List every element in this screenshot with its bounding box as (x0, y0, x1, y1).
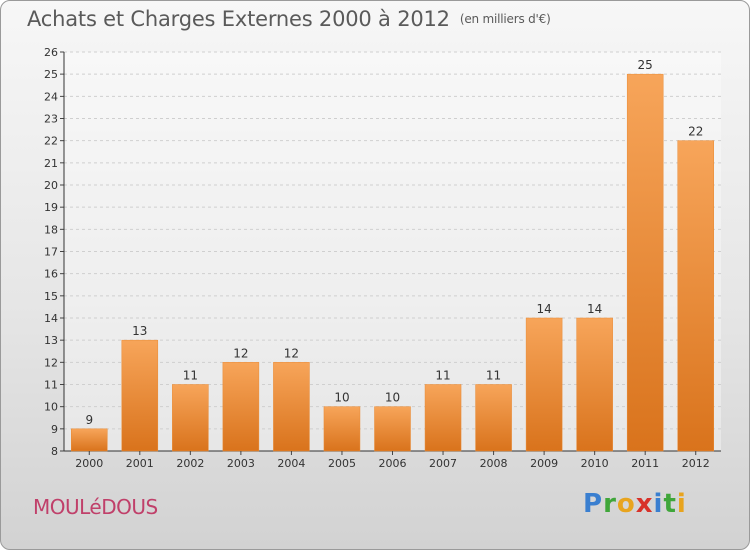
bar (121, 339, 159, 452)
y-tick-label: 25 (44, 68, 58, 81)
bar-value-label: 11 (183, 369, 198, 383)
x-tick-label: 2003 (227, 457, 255, 470)
x-tick-label: 2009 (530, 457, 558, 470)
bar-value-label: 11 (486, 369, 501, 383)
logo-letter: t (663, 489, 677, 519)
bar-value-label: 14 (536, 302, 551, 316)
chart-unit: (en milliers d'€) (459, 12, 551, 26)
bar (172, 384, 209, 452)
y-tick-label: 15 (44, 290, 58, 303)
y-tick-label: 18 (44, 223, 58, 236)
bar-value-label: 25 (638, 58, 653, 72)
bar (424, 384, 462, 452)
x-tick-label: 2001 (126, 457, 154, 470)
y-tick-label: 17 (44, 246, 58, 259)
y-tick-label: 11 (44, 379, 58, 392)
x-tick-label: 2011 (631, 457, 659, 470)
bar (222, 362, 260, 452)
x-tick-label: 2005 (328, 457, 356, 470)
bar (374, 406, 411, 452)
logo-letter: o (616, 489, 636, 519)
x-tick-label: 2010 (581, 457, 609, 470)
y-tick-label: 24 (44, 90, 58, 103)
y-tick-label: 19 (44, 201, 58, 214)
y-tick-label: 21 (44, 157, 58, 170)
bar-value-label: 12 (233, 346, 248, 360)
bar-value-label: 10 (385, 391, 400, 405)
chart-title-text: Achats et Charges Externes 2000 à 2012 (27, 7, 450, 31)
commune-name: MOULéDOUS (33, 495, 158, 519)
logo-letter: x (635, 489, 654, 519)
x-tick-label: 2006 (379, 457, 407, 470)
bar-value-label: 10 (334, 391, 349, 405)
bar-value-label: 14 (587, 302, 602, 316)
y-tick-label: 16 (44, 268, 58, 281)
y-tick-label: 10 (44, 401, 58, 414)
logo-letter: r (603, 489, 617, 519)
bar-value-label: 11 (435, 369, 450, 383)
y-tick-label: 8 (51, 445, 58, 458)
logo-letter: P (583, 489, 604, 519)
bar-value-label: 13 (132, 324, 147, 338)
bar (71, 428, 108, 452)
x-tick-label: 2002 (176, 457, 204, 470)
bar-value-label: 9 (85, 413, 93, 427)
logo-letter: i (676, 489, 687, 519)
y-tick-label: 9 (51, 423, 58, 436)
proxiti-logo: Proxiti (583, 489, 687, 519)
bar (677, 140, 714, 452)
bar (475, 384, 512, 452)
x-tick-label: 2000 (75, 457, 103, 470)
bar-value-label: 12 (284, 346, 299, 360)
bar (273, 362, 310, 452)
bar (323, 406, 361, 452)
y-tick-label: 20 (44, 179, 58, 192)
y-tick-label: 22 (44, 135, 58, 148)
logo-letter: i (653, 489, 664, 519)
y-tick-label: 12 (44, 356, 58, 369)
y-tick-label: 23 (44, 113, 58, 126)
x-tick-label: 2008 (480, 457, 508, 470)
bar (626, 73, 664, 452)
y-tick-label: 26 (44, 46, 58, 59)
bar (576, 317, 613, 452)
bar (525, 317, 563, 452)
x-tick-label: 2007 (429, 457, 457, 470)
y-tick-label: 13 (44, 334, 58, 347)
chart-title: Achats et Charges Externes 2000 à 2012 (e… (27, 7, 551, 31)
x-tick-label: 2004 (277, 457, 305, 470)
x-tick-label: 2012 (682, 457, 710, 470)
bar-value-label: 22 (688, 125, 703, 139)
y-tick-label: 14 (44, 312, 58, 325)
